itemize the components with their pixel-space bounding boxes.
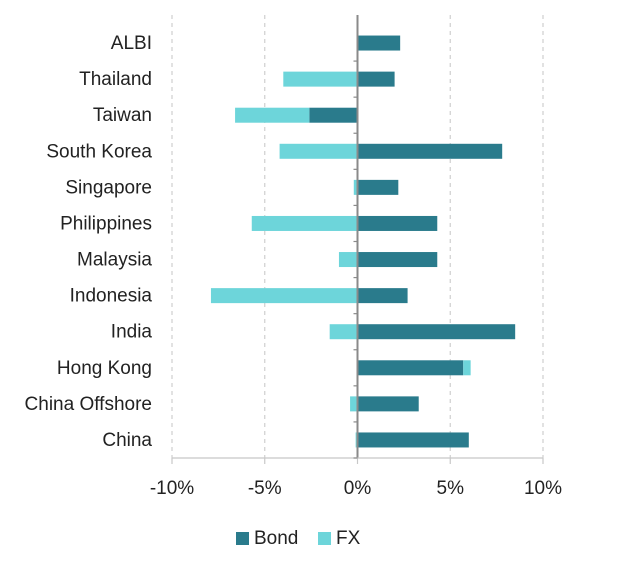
category-label: Philippines [60, 213, 152, 234]
x-tick-label: 10% [524, 478, 562, 499]
category-label: Hong Kong [57, 358, 152, 379]
bar-bond-south-korea [357, 143, 503, 159]
category-label: Taiwan [93, 105, 152, 126]
bar-fx-hong-kong [463, 360, 471, 376]
category-label: India [111, 322, 153, 343]
bar-bond-china-offshore [357, 396, 419, 412]
category-labels: ALBI Thailand Taiwan South Korea Singapore Ph… [25, 33, 153, 451]
category-label: ALBI [111, 33, 152, 54]
bar-bond-hong-kong [357, 360, 464, 376]
bar-bond-indonesia [357, 288, 408, 304]
bar-fx-thailand [283, 71, 358, 87]
category-label: Singapore [65, 177, 152, 198]
bar-bond-thailand [357, 71, 395, 87]
bar-fx-china-offshore [350, 396, 358, 412]
bar-fx-taiwan [235, 107, 310, 123]
bar-bond-albi [357, 35, 401, 51]
category-label: China Offshore [25, 394, 152, 415]
bars [210, 35, 516, 448]
bar-fx-malaysia [338, 252, 358, 268]
x-tick-labels: -10% -5% 0% 5% 10% [150, 478, 562, 499]
legend-swatch-fx [318, 532, 331, 545]
bar-fx-philippines [251, 215, 358, 231]
category-label: South Korea [46, 141, 152, 162]
category-label: China [102, 430, 152, 451]
legend-label-fx: FX [336, 528, 361, 549]
category-label: Malaysia [77, 250, 152, 271]
bar-fx-indonesia [210, 288, 358, 304]
bar-bond-china [357, 432, 469, 448]
category-label: Thailand [79, 69, 152, 90]
x-tick-label: 5% [437, 478, 465, 499]
bar-bond-malaysia [357, 252, 438, 268]
axes [171, 15, 544, 464]
bar-bond-philippines [357, 215, 438, 231]
bar-bond-taiwan [309, 107, 358, 123]
legend-swatch-bond [236, 532, 249, 545]
x-tick-label: -5% [248, 478, 282, 499]
bar-bond-india [357, 324, 516, 340]
bar-fx-south-korea [279, 143, 358, 159]
category-label: Indonesia [70, 286, 153, 307]
x-tick-label: 0% [344, 478, 372, 499]
legend: Bond FX [236, 528, 361, 549]
bar-fx-singapore [353, 179, 358, 195]
bar-fx-india [329, 324, 358, 340]
x-tick-label: -10% [150, 478, 194, 499]
bar-bond-singapore [357, 179, 399, 195]
grid-lines [171, 15, 544, 458]
legend-label-bond: Bond [254, 528, 298, 549]
